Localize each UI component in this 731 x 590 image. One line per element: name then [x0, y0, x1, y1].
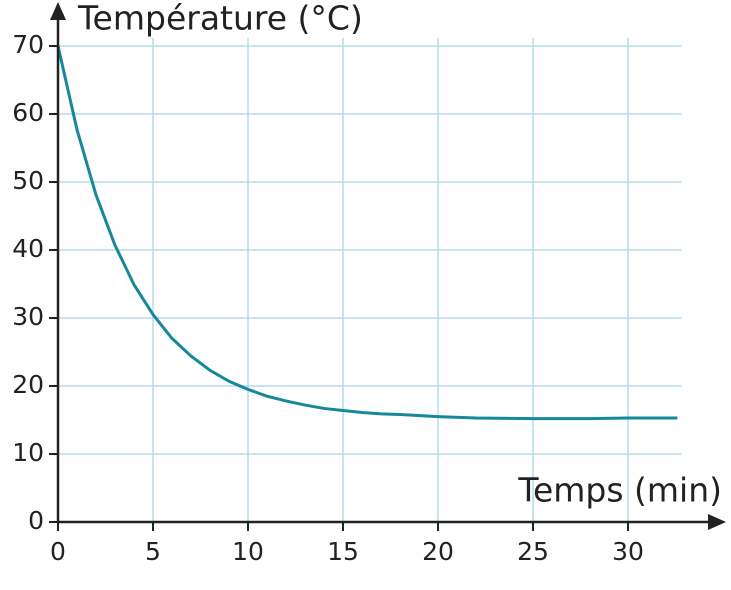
x-tick-label: 10	[232, 537, 264, 566]
y-tick-label: 40	[12, 234, 44, 263]
ticks: 0 5 10 15 20 25 30 0 10 20 30 40 50 60 70	[12, 30, 644, 566]
y-tick-label: 70	[12, 30, 44, 59]
curve-layer	[56, 45, 678, 421]
y-axis-title: Température (°C)	[77, 0, 363, 38]
x-tick-label: 15	[327, 537, 359, 566]
y-tick-label: 10	[12, 438, 44, 467]
y-tick-label: 0	[28, 506, 44, 535]
x-tick-label: 25	[517, 537, 549, 566]
y-arrow	[50, 2, 66, 20]
line-series	[56, 45, 678, 421]
x-arrow	[708, 514, 726, 530]
grid	[57, 37, 682, 523]
x-tick-label: 30	[612, 537, 644, 566]
x-tick-label: 0	[50, 537, 66, 566]
x-tick-label: 20	[422, 537, 454, 566]
y-tick-label: 30	[12, 302, 44, 331]
y-tick-label: 50	[12, 166, 44, 195]
x-axis-title: Temps (min)	[517, 471, 722, 510]
y-tick-label: 60	[12, 98, 44, 127]
y-tick-label: 20	[12, 370, 44, 399]
x-tick-label: 5	[145, 537, 161, 566]
